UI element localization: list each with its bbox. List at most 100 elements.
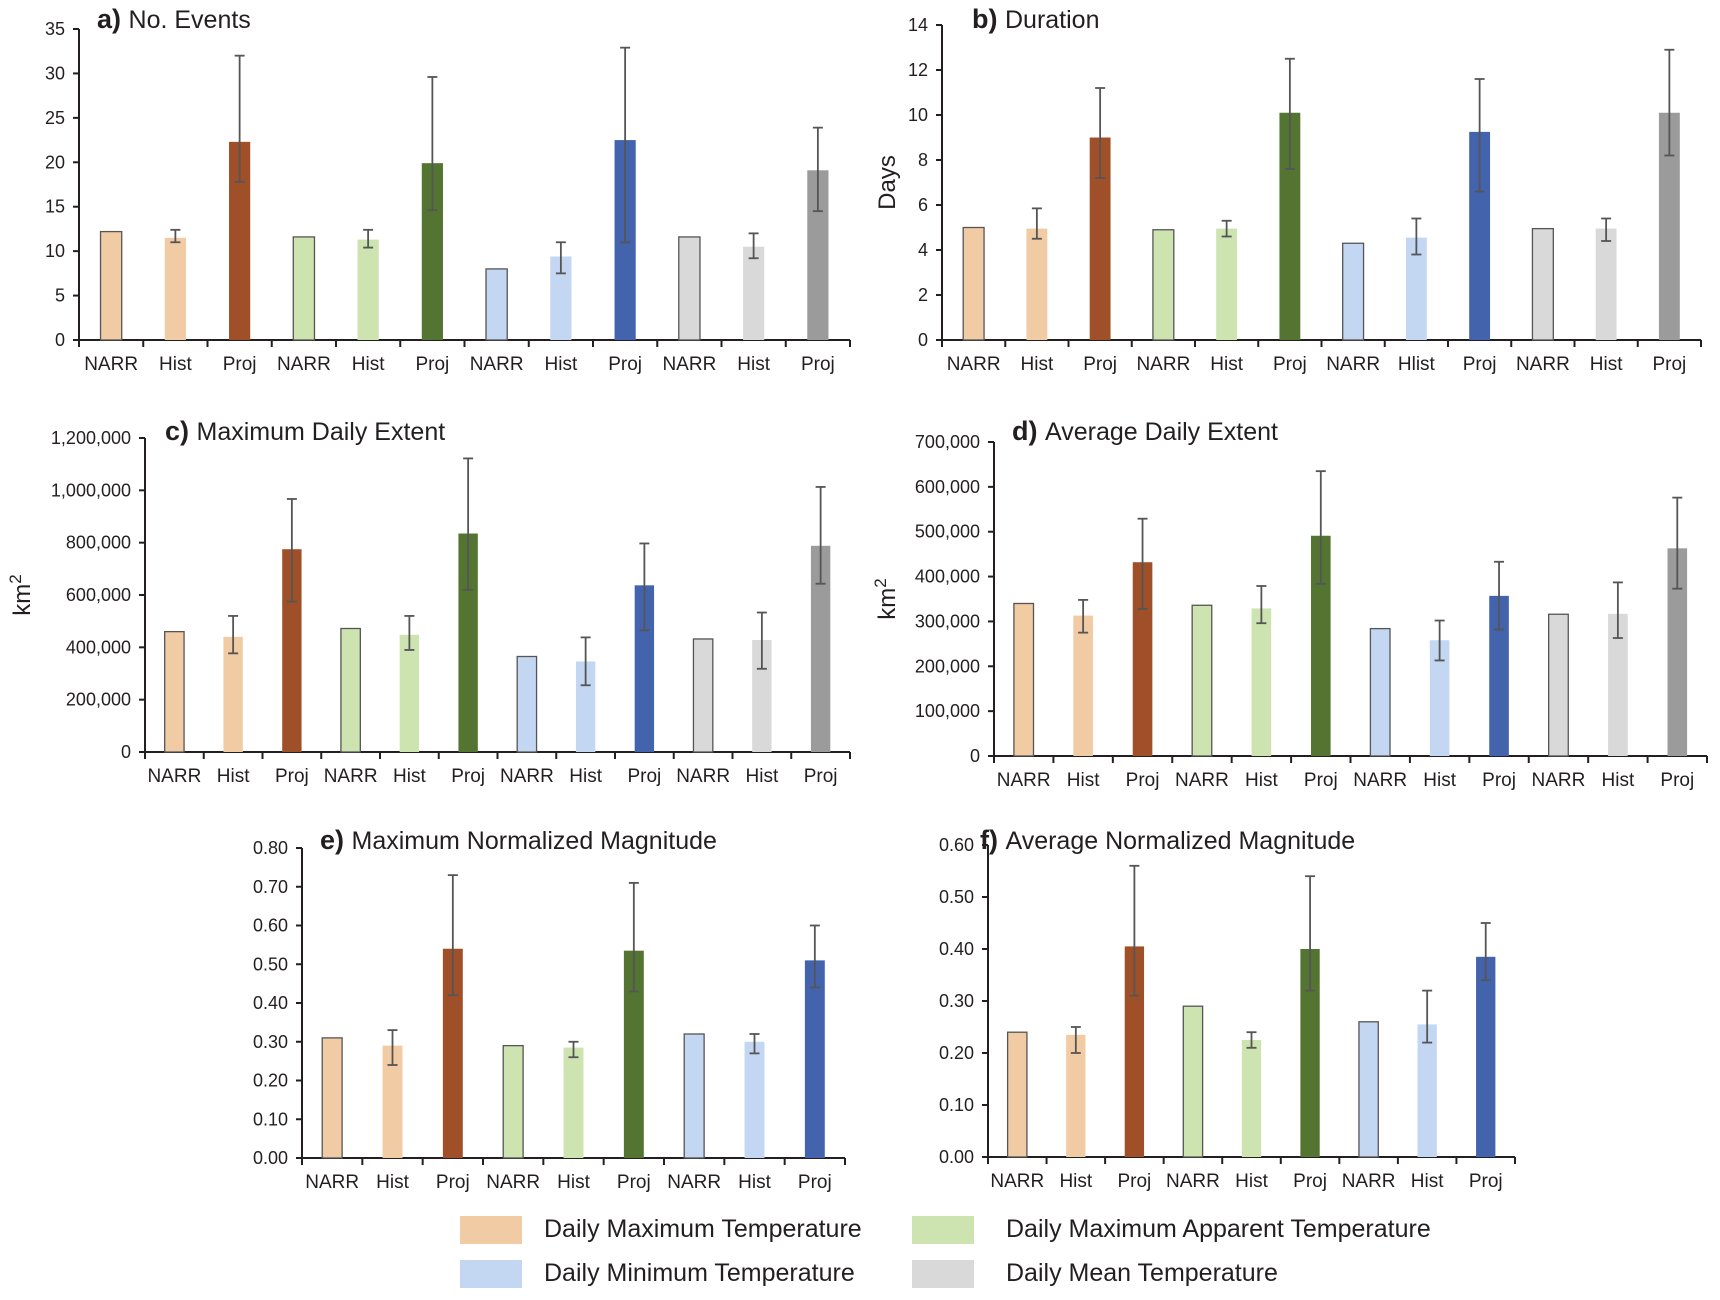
legend-label: Daily Maximum Temperature [544, 1215, 862, 1243]
x-tick-label: Proj [1083, 354, 1117, 375]
y-tick-label: 30 [45, 63, 65, 83]
x-tick-label: Proj [617, 1172, 651, 1193]
legend: Daily Maximum Temperature Daily Maximum … [0, 1205, 1720, 1300]
y-tick-label: 8 [918, 150, 928, 170]
panel-title-text: Maximum Normalized Magnitude [352, 827, 717, 855]
x-tick-label: NARR [500, 766, 554, 787]
bar-narr [1006, 1031, 1028, 1158]
bar-narr [292, 236, 316, 341]
x-tick-label: NARR [147, 766, 201, 787]
bar-proj [1124, 946, 1145, 1157]
panel-e: e) Maximum Normalized Magnitude 0.00 0.10 0… [253, 825, 846, 1193]
bar-proj [634, 585, 655, 752]
panel-title: b) Duration [972, 4, 1100, 34]
y-tick-label: 4 [918, 240, 928, 260]
x-tick-label: NARR [667, 1172, 721, 1193]
bar-hist [1429, 640, 1450, 756]
y-tick-label: 1,200,000 [51, 428, 131, 448]
legend-item-daily-max-apparent-temp: Daily Maximum Apparent Temperature [912, 1215, 1431, 1244]
panel-title: d) Average Daily Extent [1012, 416, 1278, 446]
y-tick-label: 2 [918, 285, 928, 305]
bar-hist [1216, 228, 1238, 340]
legend-label: Daily Minimum Temperature [544, 1259, 855, 1287]
bar-narr [164, 630, 185, 753]
bar-proj [1132, 562, 1153, 756]
bar-proj [1089, 137, 1111, 340]
x-tick-label: NARR [1516, 354, 1570, 375]
y-tick-label: 1,000,000 [51, 480, 131, 500]
x-tick-label: NARR [1342, 1171, 1396, 1192]
bar-hist [1026, 228, 1048, 340]
x-tick-label: Hist [1245, 770, 1278, 791]
bar-hist [223, 636, 243, 752]
bar-proj [807, 170, 829, 340]
bar-narr [485, 268, 508, 341]
bar-hist [575, 661, 596, 752]
x-tick-label: Hist [1021, 354, 1054, 375]
bar-proj [804, 960, 825, 1158]
bar-hist [1417, 1024, 1437, 1157]
bar-narr [321, 1037, 343, 1159]
y-tick-label: 0.10 [939, 1095, 974, 1115]
bar-narr [99, 230, 123, 341]
bar-hist [1066, 1034, 1086, 1157]
bar-proj [623, 950, 644, 1158]
legend-label: Daily Maximum Apparent Temperature [1006, 1215, 1431, 1243]
y-tick-label: 6 [918, 195, 928, 215]
y-tick-label: 800,000 [66, 533, 131, 553]
y-tick-label: 700,000 [915, 432, 980, 452]
bar-narr [962, 226, 985, 341]
y-tick-label: 5 [55, 286, 65, 306]
x-tick-label: NARR [947, 354, 1001, 375]
y-tick-label: 500,000 [915, 522, 980, 542]
y-tick-label: 0.50 [939, 887, 974, 907]
panel-letter: b) [972, 4, 1005, 34]
x-tick-label: Proj [1652, 354, 1686, 375]
bar-hist [563, 1047, 584, 1158]
x-tick-label: Hist [1423, 770, 1456, 791]
bar-narr [1358, 1021, 1379, 1158]
panel-b: b) Duration 0 2 4 6 8 10 12 14 Days NARR Hist Proj NA… [874, 4, 1702, 375]
bar-proj [282, 549, 302, 752]
y-tick-label: 0.70 [253, 877, 288, 897]
x-tick-label: Hist [352, 354, 385, 375]
bar-narr [1548, 613, 1569, 757]
x-tick-label: Hist [1590, 354, 1623, 375]
x-tick-label: Hist [1059, 1171, 1092, 1192]
y-tick-label: 0 [918, 330, 928, 350]
y-axis-label-superscript: 2 [6, 574, 25, 583]
x-tick-label: Proj [223, 354, 257, 375]
x-tick-label: NARR [1326, 354, 1380, 375]
panel-title-text: Maximum Daily Extent [197, 418, 446, 446]
panel-title: a) No. Events [97, 4, 251, 34]
x-tick-label: Hist [569, 766, 602, 787]
bar-narr [692, 638, 714, 753]
bar-hist [382, 1045, 403, 1158]
bar-hist [550, 256, 572, 340]
y-tick-label: 0.30 [939, 991, 974, 1011]
panel-title-text: Average Daily Extent [1045, 418, 1278, 446]
bar-narr [1342, 242, 1365, 341]
legend-swatch [460, 1215, 522, 1244]
bar-narr [340, 627, 361, 753]
y-tick-label: 0.40 [253, 993, 288, 1013]
x-tick-label: Proj [1293, 1171, 1327, 1192]
x-tick-label: NARR [662, 354, 716, 375]
x-tick-label: Hist [1411, 1171, 1444, 1192]
x-tick-label: Proj [1304, 770, 1338, 791]
y-tick-label: 20 [45, 152, 65, 172]
x-tick-label: Hist [217, 766, 250, 787]
x-tick-label: Proj [1463, 354, 1497, 375]
panel-title-text: Average Normalized Magnitude [1005, 827, 1355, 855]
x-tick-label: Hlist [1398, 354, 1436, 375]
y-tick-label: 25 [45, 108, 65, 128]
y-tick-label: 0.00 [253, 1148, 288, 1168]
panel-title: e) Maximum Normalized Magnitude [320, 825, 717, 855]
y-tick-label: 200,000 [915, 656, 980, 676]
x-tick-label: NARR [1532, 770, 1586, 791]
bar-narr [1369, 627, 1391, 757]
x-tick-label: Hist [1235, 1171, 1268, 1192]
panel-title: c) Maximum Daily Extent [165, 416, 445, 446]
x-tick-label: NARR [305, 1172, 359, 1193]
y-axis-label: km2 [871, 578, 901, 619]
